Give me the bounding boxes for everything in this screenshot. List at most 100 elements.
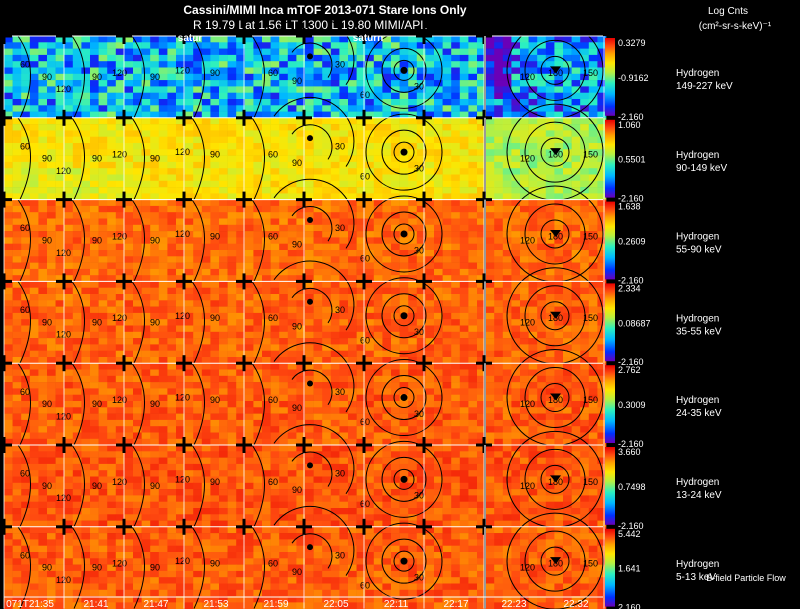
- svg-text:150: 150: [583, 150, 598, 160]
- svg-text:90: 90: [42, 399, 52, 409]
- svg-text:120: 120: [112, 150, 127, 160]
- svg-text:120: 120: [112, 231, 127, 241]
- svg-text:60: 60: [268, 395, 278, 405]
- x-tick-10: 22:32: [563, 599, 588, 609]
- svg-text:60: 60: [268, 313, 278, 323]
- svg-text:90: 90: [292, 403, 302, 413]
- species-2: Hydrogen: [676, 150, 719, 161]
- energy-6: 13-24 keV: [676, 490, 722, 501]
- svg-text:90: 90: [292, 321, 302, 331]
- channel-row-2: 60 90 90 120 90 120 90 60 90 30 60 30 120 180 150 120: [0, 96, 607, 201]
- svg-text:120: 120: [520, 236, 535, 246]
- scale-min-5: -2.160: [618, 439, 644, 449]
- color-scale-1: 0.3279 -0.9162 -2.160: [605, 38, 649, 122]
- x-tick-1: 071T21:35: [6, 599, 54, 609]
- svg-text:120: 120: [56, 84, 71, 94]
- scale-min-4: -2.160: [618, 357, 644, 367]
- scale-mid-4: 0.08687: [618, 318, 651, 328]
- svg-text:30: 30: [414, 327, 424, 337]
- svg-text:180: 180: [548, 395, 563, 405]
- svg-text:90: 90: [210, 150, 220, 160]
- svg-text:120: 120: [175, 229, 190, 239]
- svg-text:180: 180: [548, 231, 563, 241]
- energy-1: 149-227 keV: [676, 81, 733, 92]
- scale-min-2: -2.160: [618, 194, 644, 204]
- species-7: Hydrogen: [676, 559, 719, 570]
- x-tick-2: 21:41: [83, 599, 108, 609]
- color-scales: 0.3279-0.9162-2.1601.0600.5501-2.1601.63…: [605, 38, 651, 609]
- svg-text:90: 90: [210, 395, 220, 405]
- x-tick-5: 21:59: [263, 599, 288, 609]
- x-tick-3: 21:47: [143, 599, 168, 609]
- svg-text:120: 120: [56, 330, 71, 340]
- svg-text:90: 90: [42, 72, 52, 82]
- x-tick-8: 22:17: [443, 599, 468, 609]
- orbit-info: R 19.79 Lat 1.56 LT 1300 L 19.80 MIMI/AP…: [193, 18, 427, 32]
- svg-text:90: 90: [42, 317, 52, 327]
- svg-text:150: 150: [583, 395, 598, 405]
- channel-row-3: 60 90 90 120 90 120 90 60 90 30 60 30 120 180 150 120: [0, 178, 607, 283]
- scale-mid-5: 0.3009: [618, 400, 646, 410]
- svg-text:120: 120: [520, 154, 535, 164]
- species-5: Hydrogen: [676, 395, 719, 406]
- units-label-line1: Log Cnts: [708, 6, 748, 17]
- svg-text:60: 60: [268, 150, 278, 160]
- svg-text:90: 90: [292, 158, 302, 168]
- svg-text:30: 30: [335, 141, 345, 151]
- channel-label-6: Hydrogen 13-24 keV: [676, 477, 722, 501]
- svg-text:60: 60: [20, 305, 30, 315]
- svg-text:150: 150: [583, 313, 598, 323]
- x-tick-4: 21:53: [203, 599, 228, 609]
- svg-text:90: 90: [150, 72, 160, 82]
- scale-min-6: -2.160: [618, 521, 644, 531]
- channel-label-5: Hydrogen 24-35 keV: [676, 395, 722, 419]
- svg-text:30: 30: [335, 305, 345, 315]
- scale-mid-7: 1.641: [618, 564, 641, 574]
- svg-text:120: 120: [112, 313, 127, 323]
- svg-text:150: 150: [583, 68, 598, 78]
- channel-row-4: 60 90 90 120 90 120 90 60 90 30 60 30 120 180 150 120: [0, 260, 607, 365]
- svg-text:120: 120: [520, 72, 535, 82]
- species-1: Hydrogen: [676, 68, 719, 79]
- species-6: Hydrogen: [676, 477, 719, 488]
- image-panels: 60 90 90 120 90 120 90 60 90 30 60 30 120 180 150 120 60…: [0, 15, 607, 609]
- channel-label-1: Hydrogen 149-227 keV: [676, 68, 733, 92]
- color-scale-3: 1.638 0.2609 -2.160: [605, 201, 646, 285]
- svg-text:60: 60: [360, 172, 370, 182]
- svg-text:90: 90: [92, 317, 102, 327]
- svg-text:120: 120: [112, 395, 127, 405]
- svg-text:60: 60: [20, 60, 30, 70]
- x-tick-6: 22:05: [323, 599, 348, 609]
- svg-text:90: 90: [150, 399, 160, 409]
- channel-label-2: Hydrogen 90-149 keV: [676, 150, 727, 174]
- scale-max-1: 0.3279: [618, 38, 646, 48]
- scale-mid-6: 0.7498: [618, 482, 646, 492]
- svg-text:120: 120: [56, 248, 71, 258]
- units-label-line2: (cm²-sr-s-keV)⁻¹: [699, 21, 772, 32]
- chart-title: Cassini/MIMI Inca mTOF 2013-071 Stare Io…: [183, 3, 467, 17]
- svg-text:90: 90: [150, 317, 160, 327]
- svg-text:150: 150: [583, 231, 598, 241]
- svg-text:60: 60: [268, 231, 278, 241]
- svg-text:30: 30: [414, 409, 424, 419]
- svg-text:120: 120: [112, 68, 127, 78]
- scale-mid-2: 0.5501: [618, 155, 646, 165]
- scale-max-2: 1.060: [618, 120, 641, 130]
- channel-label-3: Hydrogen 55-90 keV: [676, 232, 722, 256]
- svg-text:60: 60: [360, 417, 370, 427]
- frame-label-2: saturn: [353, 33, 384, 44]
- color-scale-7: 5.442 1.641 2.160: [605, 528, 641, 609]
- svg-text:120: 120: [175, 393, 190, 403]
- svg-text:90: 90: [210, 231, 220, 241]
- svg-text:120: 120: [520, 399, 535, 409]
- x-tick-9: 22:23: [501, 599, 526, 609]
- svg-text:60: 60: [268, 68, 278, 78]
- svg-text:30: 30: [414, 82, 424, 92]
- svg-text:90: 90: [92, 399, 102, 409]
- svg-text:30: 30: [335, 387, 345, 397]
- svg-text:90: 90: [210, 68, 220, 78]
- svg-text:90: 90: [210, 313, 220, 323]
- x-tick-7: 22:11: [384, 599, 409, 609]
